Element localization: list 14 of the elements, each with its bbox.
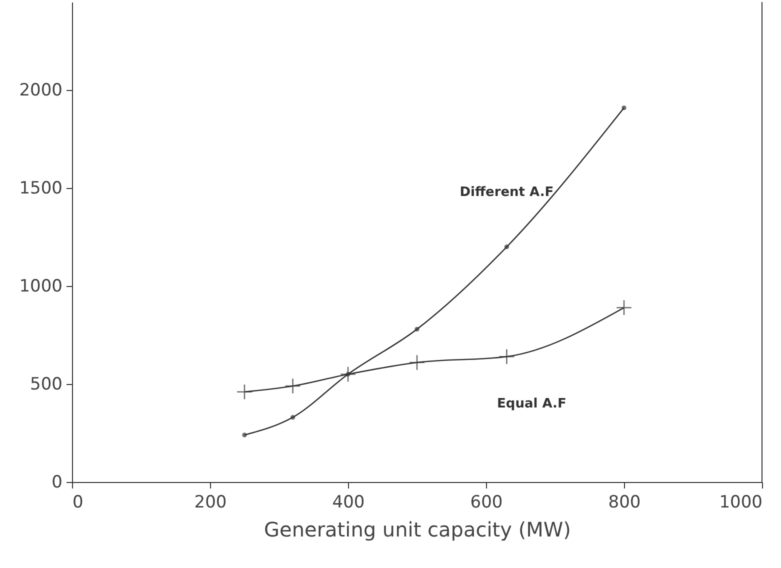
y-tick-label: 0 — [52, 472, 62, 492]
x-tick-label: 400 — [332, 492, 365, 512]
x-tick-label: 0 — [72, 492, 84, 512]
series-label: Different A.F — [460, 184, 554, 200]
x-tick-label: 200 — [194, 492, 227, 512]
x-axis-title: Generating unit capacity (MW) — [264, 518, 571, 542]
x-tick-label: 600 — [470, 492, 503, 512]
y-tick-label: 2000 — [19, 80, 62, 101]
y-tick-label: 500 — [30, 374, 62, 395]
y-tick-label: 1500 — [19, 178, 62, 199]
text: Equal A.F — [497, 396, 566, 412]
y-tick-label: 1000 — [19, 276, 62, 297]
x-tick-label: 1000 — [719, 492, 762, 512]
x-tick-label: 800 — [608, 492, 641, 512]
